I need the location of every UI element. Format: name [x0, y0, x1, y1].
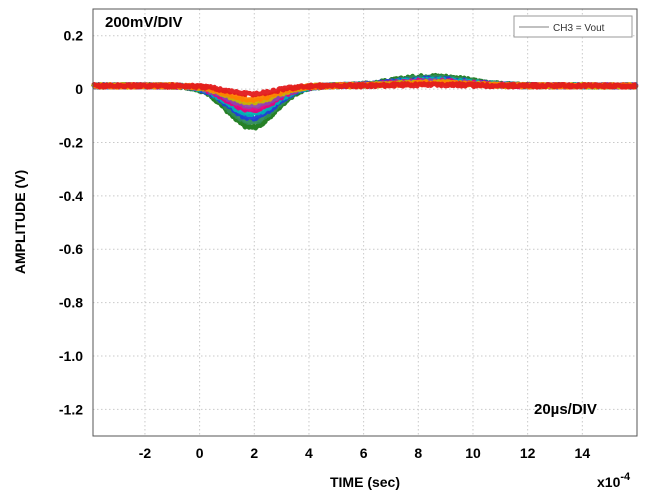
y-tick-label: 0.2: [64, 28, 84, 44]
waveform-series: [90, 72, 639, 131]
x-tick-label: 4: [305, 445, 313, 461]
y-axis-title: AMPLITUDE (V): [12, 170, 28, 274]
legend-entry: CH3 = Vout: [553, 23, 605, 34]
y-tick-label: -0.4: [59, 188, 83, 204]
y-tick-labels: 0.2 0 -0.2 -0.4 -0.6 -0.8 -1.0 -1.2: [59, 28, 83, 418]
y-tick-label: -0.6: [59, 241, 83, 257]
x-tick-label: -2: [139, 445, 152, 461]
x-tick-label: 6: [360, 445, 368, 461]
y-tick-label: -1.2: [59, 401, 83, 417]
x-tick-label: 12: [520, 445, 536, 461]
horizontal-scale-annotation: 20µs/DIV: [534, 401, 597, 418]
legend: CH3 = Vout: [513, 15, 633, 38]
vertical-scale-annotation: 200mV/DIV: [105, 14, 183, 31]
plot-frame: [92, 8, 638, 437]
x-axis-exponent-base: x10: [597, 474, 621, 490]
x-axis-exponent: x10-4: [597, 471, 631, 490]
x-tick-label: 14: [575, 445, 591, 461]
legend-box: [513, 15, 633, 38]
x-tick-label: 2: [250, 445, 258, 461]
x-axis-title: TIME (sec): [330, 474, 400, 490]
x-tick-label: 0: [196, 445, 204, 461]
waveform-trace: [91, 81, 639, 98]
y-tick-label: -0.8: [59, 295, 83, 311]
y-tick-label: -0.2: [59, 134, 83, 150]
x-tick-label: 8: [414, 445, 422, 461]
x-tick-label: 10: [465, 445, 481, 461]
y-tick-label: -1.0: [59, 348, 83, 364]
x-axis-exponent-power: -4: [620, 471, 631, 483]
y-tick-label: 0: [75, 81, 83, 97]
x-tick-labels: -2 0 2 4 6 8 10 12 14: [139, 445, 591, 461]
